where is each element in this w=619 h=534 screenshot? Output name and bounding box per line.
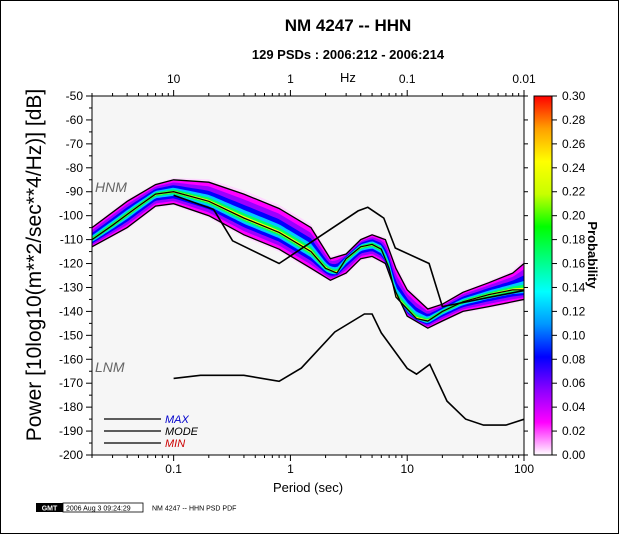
colorbar-tick-label: 0.08 (562, 352, 586, 366)
colorbar-tick-label: 0.04 (562, 400, 586, 414)
y-tick-label: -160 (59, 352, 83, 366)
x2-tick-label: 0.01 (512, 72, 536, 86)
colorbar-tick-label: 0.06 (562, 376, 586, 390)
series-line-max (91, 179, 524, 310)
chart-title: NM 4247 -- HHN (285, 16, 412, 35)
y-tick-label: -190 (59, 424, 83, 438)
x-axis-label: Period (sec) (273, 480, 343, 495)
y-axis: -50 -60 -70 -80 -90 -100 -110 -120 -130 -140 -150 -… (59, 89, 528, 462)
x-tick-label: 10 (401, 462, 415, 476)
series-line-min (91, 203, 524, 329)
x-tick-label: 1 (287, 462, 294, 476)
colorbar-ticks: 0.30 0.28 0.26 0.24 0.22 0.20 0.18 0.16 0.14 0.12… (552, 89, 586, 462)
series-line-lnm (173, 313, 524, 426)
colorbar-tick-label: 0.30 (562, 89, 586, 103)
x-tick-label: 100 (514, 462, 534, 476)
y-tick-label: -70 (66, 137, 84, 151)
y-tick-label: -170 (59, 376, 83, 390)
colorbar-tick-label: 0.00 (562, 448, 586, 462)
colorbar-tick-label: 0.10 (562, 328, 586, 342)
timestamp: 2006 Aug 3 09:24:29 (66, 506, 131, 513)
series-line-mode (91, 191, 524, 322)
colorbar-tick-label: 0.24 (562, 161, 586, 175)
footer-caption: NM 4247 -- HHN PSD PDF (152, 506, 236, 513)
series-line-hnm (173, 194, 524, 308)
legend-label: MODE (165, 426, 199, 438)
y-tick-label: -100 (59, 209, 83, 223)
plot-background (92, 96, 524, 455)
y-tick-label: -50 (66, 89, 84, 103)
colorbar-tick-label: 0.20 (562, 209, 586, 223)
hnm-label: HNM (95, 179, 127, 195)
y-axis-label: Power [10log10(m**2/sec**4/Hz)] [dB] (23, 89, 46, 442)
top-frequency-axis: 10 1 0.1 0.01 (167, 72, 536, 96)
colorbar-tick-label: 0.22 (562, 185, 586, 199)
colorbar-label: Probability (585, 221, 600, 289)
colorbar-tick-label: 0.28 (562, 113, 586, 127)
y-tick-label: -90 (66, 185, 84, 199)
probability-density-layers (92, 178, 524, 329)
y-tick-label: -140 (59, 304, 83, 318)
y-tick-label: -200 (59, 448, 83, 462)
series-lines (91, 179, 524, 426)
y-tick-label: -120 (59, 257, 83, 271)
x-axis: 0.1 1 10 100 (91, 93, 534, 476)
colorbar-tick-label: 0.26 (562, 137, 586, 151)
x2-tick-label: 10 (167, 72, 181, 86)
y-tick-label: -110 (60, 233, 83, 247)
timestamp-box (62, 502, 144, 513)
legend-label: MIN (165, 438, 185, 450)
gmt-logo (36, 503, 63, 512)
y-tick-label: -60 (66, 113, 84, 127)
colorbar-tick-label: 0.16 (562, 257, 586, 271)
lnm-label: LNM (95, 359, 125, 375)
y-tick-label: -80 (66, 161, 84, 175)
colorbar-tick-label: 0.12 (562, 304, 586, 318)
x2-tick-label: 0.1 (399, 72, 416, 86)
gmt-logo-text: GMT (42, 506, 58, 513)
y-tick-label: -180 (59, 400, 83, 414)
colorbar-tick-label: 0.02 (562, 424, 586, 438)
density-band (92, 187, 524, 324)
colorbar-tick-label: 0.18 (562, 233, 586, 247)
y-tick-label: -150 (59, 328, 83, 342)
x2-tick-label: 1 (287, 72, 294, 86)
top-axis-label: Hz (340, 70, 356, 85)
x-tick-label: 0.1 (165, 462, 182, 476)
y-tick-label: -130 (59, 280, 83, 294)
legend-label: MAX (165, 414, 190, 426)
chart-subtitle: 129 PSDs : 2006:212 - 2006:214 (252, 47, 445, 62)
colorbar-tick-label: 0.14 (562, 280, 586, 294)
colorbar (533, 95, 553, 456)
